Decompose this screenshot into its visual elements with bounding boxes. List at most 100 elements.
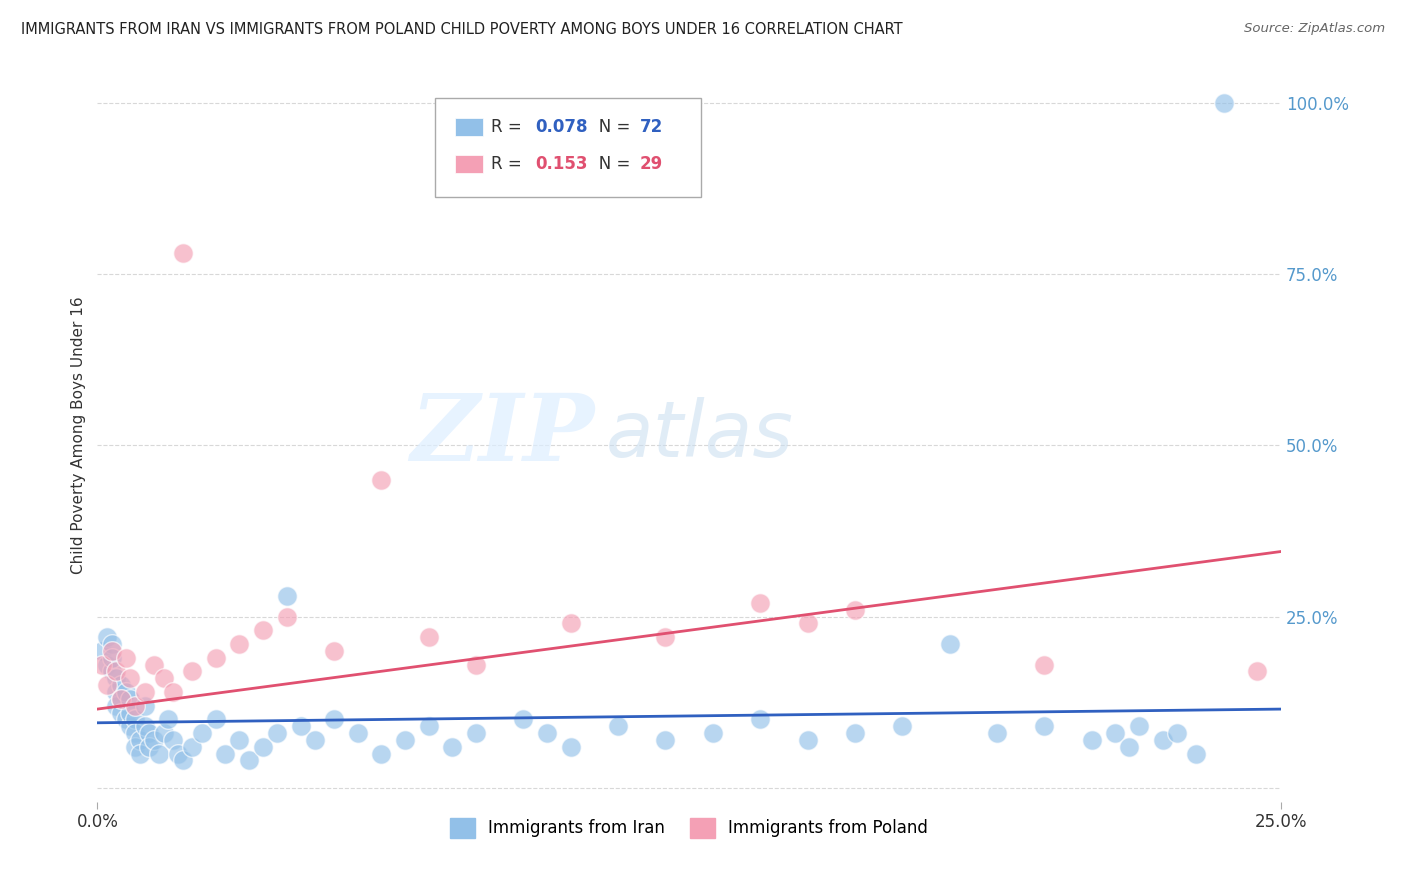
Point xyxy=(370,473,392,487)
Point xyxy=(607,719,630,733)
Point xyxy=(105,685,128,699)
Text: Source: ZipAtlas.com: Source: ZipAtlas.com xyxy=(1244,22,1385,36)
Point xyxy=(702,726,724,740)
Point xyxy=(96,678,118,692)
Point xyxy=(138,739,160,754)
Point xyxy=(512,712,534,726)
Point xyxy=(124,726,146,740)
Point xyxy=(172,246,194,260)
Point xyxy=(120,691,142,706)
Point xyxy=(124,698,146,713)
Point xyxy=(1118,739,1140,754)
Point xyxy=(105,698,128,713)
Text: N =: N = xyxy=(582,155,636,173)
Point xyxy=(110,678,132,692)
Point xyxy=(465,657,488,672)
Point xyxy=(166,747,188,761)
FancyBboxPatch shape xyxy=(454,155,484,173)
Point xyxy=(1128,719,1150,733)
Point xyxy=(938,637,960,651)
Point xyxy=(134,719,156,733)
Point xyxy=(143,657,166,672)
Point xyxy=(560,739,582,754)
Point xyxy=(1184,747,1206,761)
Point xyxy=(346,726,368,740)
Point xyxy=(228,637,250,651)
Point xyxy=(96,630,118,644)
Legend: Immigrants from Iran, Immigrants from Poland: Immigrants from Iran, Immigrants from Po… xyxy=(443,811,935,845)
Point xyxy=(134,685,156,699)
Point xyxy=(204,712,226,726)
Point xyxy=(654,630,676,644)
Text: 0.078: 0.078 xyxy=(536,118,588,136)
Point xyxy=(290,719,312,733)
Point xyxy=(228,733,250,747)
Point xyxy=(465,726,488,740)
Text: 29: 29 xyxy=(640,155,662,173)
Point xyxy=(143,733,166,747)
Point xyxy=(394,733,416,747)
Point xyxy=(100,637,122,651)
Point xyxy=(190,726,212,740)
Point xyxy=(204,650,226,665)
Point xyxy=(214,747,236,761)
Point xyxy=(100,650,122,665)
Point xyxy=(276,589,298,603)
Point xyxy=(124,739,146,754)
Text: R =: R = xyxy=(492,118,527,136)
Point xyxy=(120,671,142,685)
Point xyxy=(370,747,392,761)
Point xyxy=(148,747,170,761)
Point xyxy=(796,733,818,747)
Point xyxy=(252,624,274,638)
Text: atlas: atlas xyxy=(606,397,794,473)
Point xyxy=(129,747,152,761)
Point xyxy=(172,754,194,768)
Text: 0.153: 0.153 xyxy=(536,155,588,173)
Text: R =: R = xyxy=(492,155,527,173)
Point xyxy=(844,726,866,740)
Point xyxy=(114,685,136,699)
Point xyxy=(1213,95,1236,110)
Point xyxy=(1246,665,1268,679)
FancyBboxPatch shape xyxy=(454,119,484,136)
Point xyxy=(100,644,122,658)
Point xyxy=(560,616,582,631)
Point xyxy=(162,685,184,699)
Point xyxy=(1166,726,1188,740)
Point xyxy=(181,739,204,754)
Point xyxy=(152,671,174,685)
Point xyxy=(1033,657,1056,672)
Point xyxy=(441,739,464,754)
Point xyxy=(1152,733,1174,747)
Point xyxy=(120,719,142,733)
Text: N =: N = xyxy=(582,118,636,136)
Text: IMMIGRANTS FROM IRAN VS IMMIGRANTS FROM POLAND CHILD POVERTY AMONG BOYS UNDER 16: IMMIGRANTS FROM IRAN VS IMMIGRANTS FROM … xyxy=(21,22,903,37)
Point xyxy=(114,712,136,726)
Point xyxy=(418,630,440,644)
Point xyxy=(304,733,326,747)
Y-axis label: Child Poverty Among Boys Under 16: Child Poverty Among Boys Under 16 xyxy=(72,296,86,574)
Point xyxy=(323,712,346,726)
Point xyxy=(238,754,260,768)
Point xyxy=(110,706,132,720)
Text: ZIP: ZIP xyxy=(411,390,595,480)
FancyBboxPatch shape xyxy=(434,98,702,197)
Point xyxy=(157,712,180,726)
Point xyxy=(796,616,818,631)
Point xyxy=(110,691,132,706)
Point xyxy=(749,596,772,610)
Point xyxy=(276,609,298,624)
Point xyxy=(844,603,866,617)
Point xyxy=(124,712,146,726)
Point xyxy=(749,712,772,726)
Point xyxy=(1080,733,1102,747)
Point xyxy=(129,733,152,747)
Point xyxy=(536,726,558,740)
Point xyxy=(105,665,128,679)
Point xyxy=(105,671,128,685)
Text: 72: 72 xyxy=(640,118,662,136)
Point xyxy=(96,657,118,672)
Point xyxy=(91,644,114,658)
Point xyxy=(252,739,274,754)
